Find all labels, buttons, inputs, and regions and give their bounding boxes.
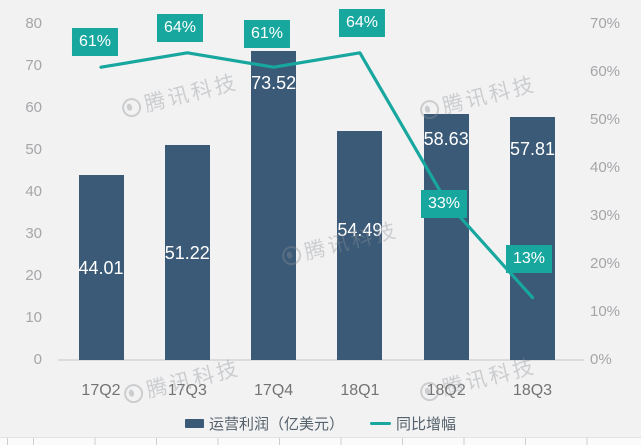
y-axis-tick-right: 50% bbox=[590, 111, 621, 128]
x-axis-label-17Q4: 17Q4 bbox=[254, 382, 294, 399]
growth-point-label: 61% bbox=[243, 20, 291, 48]
y-axis-tick-left: 40 bbox=[25, 183, 42, 200]
bar-17Q2[interactable] bbox=[78, 175, 124, 360]
y-axis-tick-left: 30 bbox=[25, 225, 42, 242]
y-axis-tick-left: 60 bbox=[25, 99, 42, 116]
legend-item-yoy-growth[interactable]: 同比增幅 bbox=[370, 413, 456, 434]
x-axis-label-18Q3: 18Q3 bbox=[512, 382, 553, 399]
partial-table-row-edge bbox=[0, 437, 641, 445]
legend-item-operating-profit[interactable]: 运营利润（亿美元） bbox=[184, 413, 344, 434]
y-axis-tick-left: 80 bbox=[25, 15, 42, 32]
bar-value-label: 73.52 bbox=[251, 73, 297, 93]
x-axis-label-18Q2: 18Q2 bbox=[426, 382, 466, 399]
bar-value-label: 54.49 bbox=[337, 220, 383, 240]
x-axis-label-17Q3: 17Q3 bbox=[167, 382, 207, 399]
bar-18Q1[interactable] bbox=[337, 131, 383, 360]
y-axis-tick-left: 70 bbox=[25, 57, 42, 74]
y-axis-tick-right: 30% bbox=[590, 207, 621, 224]
bar-series-swatch-icon bbox=[184, 418, 204, 428]
y-axis-tick-left: 10 bbox=[25, 309, 42, 326]
growth-point-label: 64% bbox=[156, 14, 204, 42]
bar-value-label: 51.22 bbox=[164, 243, 210, 263]
y-axis-tick-right: 20% bbox=[590, 255, 621, 272]
bar-17Q4[interactable] bbox=[251, 51, 297, 360]
y-axis-tick-right: 10% bbox=[590, 303, 621, 320]
bar-value-label: 58.63 bbox=[423, 129, 469, 149]
bar-17Q3[interactable] bbox=[164, 144, 210, 360]
bar-18Q3[interactable] bbox=[510, 117, 555, 360]
bar-18Q2[interactable] bbox=[423, 113, 469, 360]
x-axis-label-18Q1: 18Q1 bbox=[340, 382, 380, 399]
y-axis-tick-left: 20 bbox=[25, 267, 42, 284]
growth-point-label: 33% bbox=[420, 190, 468, 218]
y-axis-tick-right: 70% bbox=[590, 15, 621, 32]
y-axis-tick-left: 0 bbox=[33, 351, 42, 368]
legend: 运营利润（亿美元） 同比增幅 bbox=[0, 412, 641, 434]
growth-point-label: 13% bbox=[505, 245, 553, 273]
y-axis-tick-right: 40% bbox=[590, 159, 621, 176]
yoy-growth-line[interactable] bbox=[99, 51, 535, 300]
growth-point-label: 64% bbox=[338, 9, 386, 37]
line-series-swatch-icon bbox=[370, 421, 391, 425]
y-axis-tick-right: 0% bbox=[590, 351, 612, 368]
legend-label-operating-profit: 运营利润（亿美元） bbox=[208, 415, 344, 433]
bar-value-label: 44.01 bbox=[78, 258, 124, 278]
legend-label-yoy-growth: 同比增幅 bbox=[396, 415, 457, 433]
bar-value-label: 57.81 bbox=[509, 139, 556, 159]
x-axis-baseline bbox=[58, 359, 584, 361]
x-axis-label-17Q2: 17Q2 bbox=[81, 382, 121, 399]
y-axis-tick-right: 60% bbox=[590, 63, 621, 80]
growth-point-label: 61% bbox=[71, 28, 119, 56]
y-axis-tick-left: 50 bbox=[25, 141, 42, 158]
